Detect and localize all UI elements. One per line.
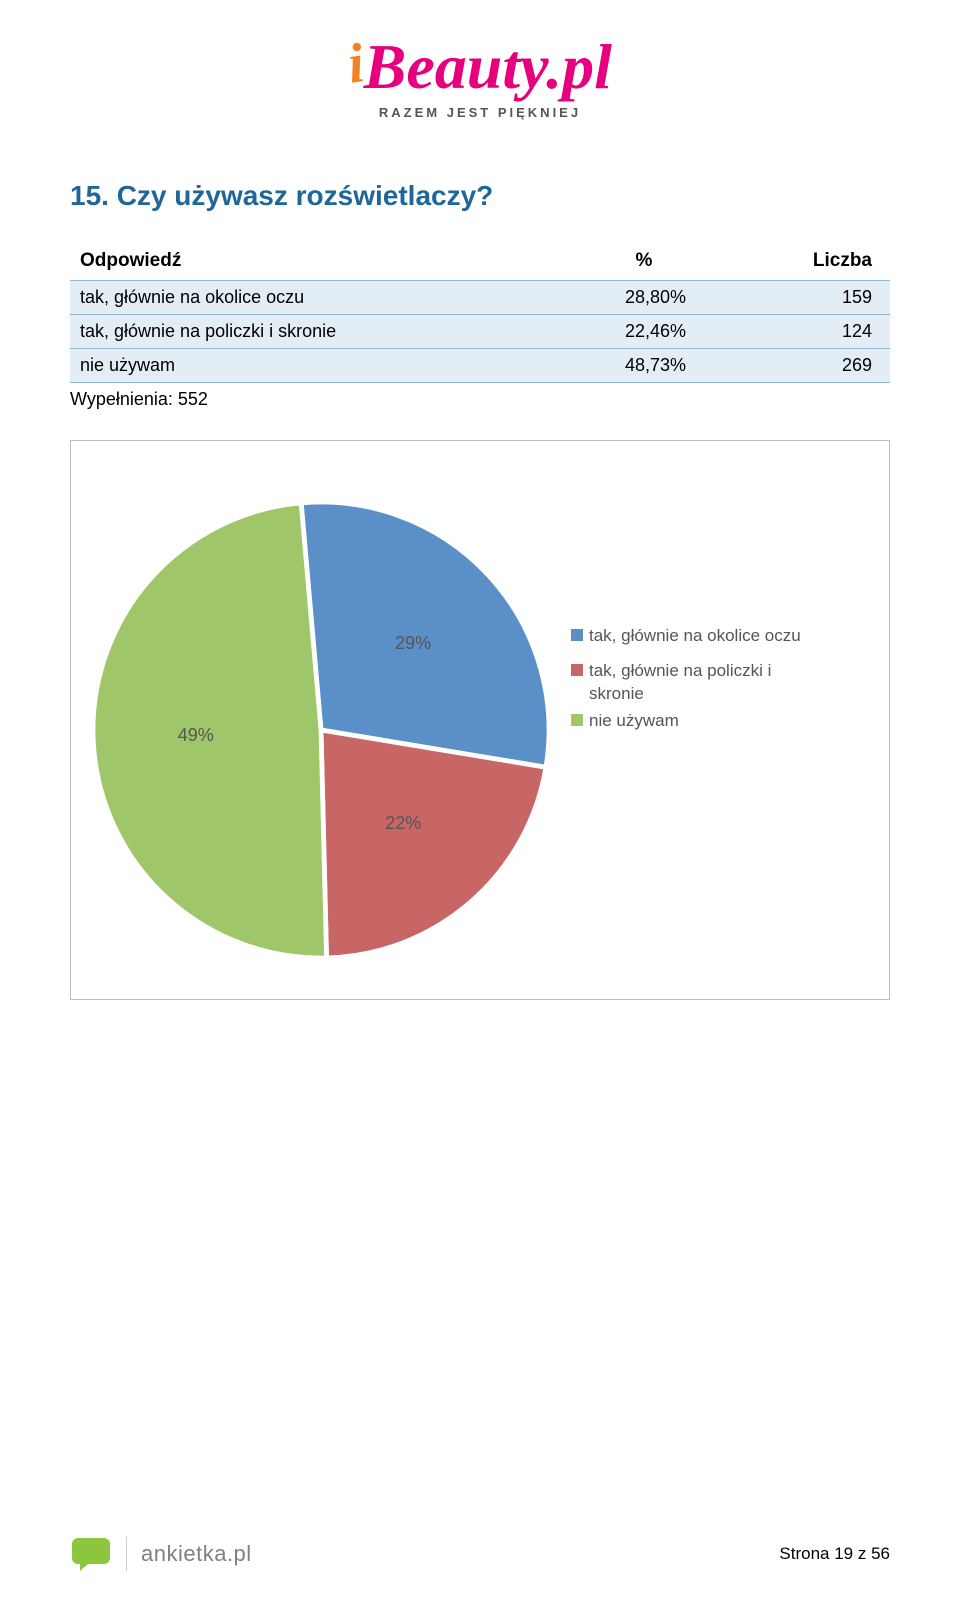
- cell-percent: 48,73%: [562, 349, 726, 383]
- pie-slice-label: 22%: [385, 813, 421, 834]
- table-header-row: Odpowiedź % Liczba: [70, 242, 890, 281]
- cell-percent: 28,80%: [562, 281, 726, 315]
- legend-label: nie używam: [589, 710, 679, 733]
- logo-header: iBeauty.pl RAZEM JEST PIĘKNIEJ: [70, 35, 890, 120]
- legend-item: tak, głównie na policzki i skronie: [571, 660, 869, 706]
- legend-label: tak, głównie na okolice oczu: [589, 625, 801, 648]
- chart-legend: tak, głównie na okolice oczu tak, głównie…: [561, 625, 869, 745]
- legend-swatch: [571, 714, 583, 726]
- pie-slice-label: 49%: [178, 725, 214, 746]
- legend-item: nie używam: [571, 710, 869, 733]
- legend-label: tak, głównie na policzki i skronie: [589, 660, 809, 706]
- page-number: Strona 19 z 56: [779, 1544, 890, 1564]
- logo-main: iBeauty.pl: [348, 35, 612, 99]
- legend-swatch: [571, 664, 583, 676]
- footer-divider: [126, 1537, 127, 1571]
- table-row: nie używam48,73%269: [70, 349, 890, 383]
- cell-label: tak, głównie na policzki i skronie: [70, 315, 562, 349]
- results-table: Odpowiedź % Liczba tak, głównie na okoli…: [70, 242, 890, 383]
- pie-slice-label: 29%: [395, 633, 431, 654]
- logo-tagline: RAZEM JEST PIĘKNIEJ: [348, 105, 612, 120]
- footer-brand: ankietka.pl: [70, 1536, 252, 1572]
- question-title: 15. Czy używasz rozświetlaczy?: [70, 180, 890, 212]
- table-row: tak, głównie na okolice oczu28,80%159: [70, 281, 890, 315]
- logo-text: Beauty.pl: [364, 31, 612, 102]
- cell-count: 124: [726, 315, 890, 349]
- cell-percent: 22,46%: [562, 315, 726, 349]
- cell-label: nie używam: [70, 349, 562, 383]
- col-count: Liczba: [726, 242, 890, 281]
- col-percent: %: [562, 242, 726, 281]
- cell-count: 159: [726, 281, 890, 315]
- chart-frame: 29%22%49% tak, głównie na okolice oczuta…: [70, 440, 890, 1000]
- pie-slice: [321, 730, 546, 958]
- legend-item: tak, głównie na okolice oczu: [571, 625, 869, 648]
- footer-brand-text: ankietka.pl: [141, 1541, 252, 1567]
- fill-count: Wypełnienia: 552: [70, 389, 890, 410]
- table-row: tak, głównie na policzki i skronie22,46%…: [70, 315, 890, 349]
- col-answer: Odpowiedź: [70, 242, 562, 281]
- legend-swatch: [571, 629, 583, 641]
- bubble-icon: [70, 1536, 112, 1572]
- pie-chart: 29% 22% 49%: [81, 490, 561, 970]
- cell-label: tak, głównie na okolice oczu: [70, 281, 562, 315]
- cell-count: 269: [726, 349, 890, 383]
